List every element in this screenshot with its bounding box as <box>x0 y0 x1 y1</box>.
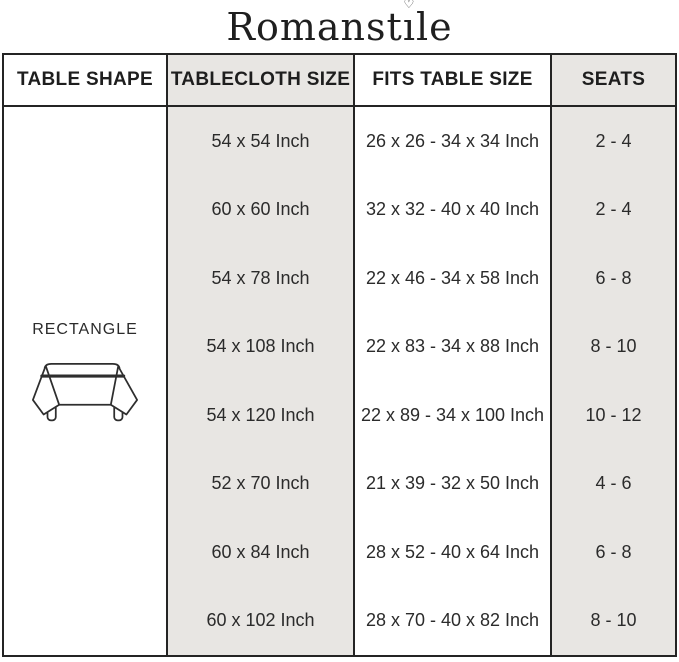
shape-label: RECTANGLE <box>32 321 138 338</box>
brand-logo-dotless-i: ı <box>402 4 416 49</box>
header-seats: SEATS <box>552 55 675 107</box>
brand-logo: Romanst ı ♡ le <box>0 0 679 53</box>
tablecloth-size-cell: 60 x 84 Inch <box>211 541 310 562</box>
fits-table-size-cell: 32 x 32 - 40 x 40 Inch <box>365 199 540 220</box>
tablecloth-size-cell: 52 x 70 Inch <box>211 473 310 494</box>
header-table-shape: TABLE SHAPE <box>4 55 166 107</box>
fits-table-size-cell: 22 x 46 - 34 x 58 Inch <box>365 267 540 288</box>
fits-table-size-cell: 28 x 52 - 40 x 64 Inch <box>365 541 540 562</box>
tablecloth-size-body: 54 x 54 Inch 60 x 60 Inch 54 x 78 Inch 5… <box>168 107 353 655</box>
rectangle-tablecloth-icon <box>32 363 138 422</box>
fits-table-size-cell: 26 x 26 - 34 x 34 Inch <box>365 130 540 151</box>
fits-table-size-cell: 22 x 89 - 34 x 100 Inch <box>360 404 545 425</box>
column-tablecloth-size: TABLECLOTH SIZE 54 x 54 Inch 60 x 60 Inc… <box>168 55 355 655</box>
heart-icon: ♡ <box>403 0 416 11</box>
tablecloth-size-cell: 54 x 108 Inch <box>206 336 315 357</box>
header-fits-table-size: FITS TABLE SIZE <box>355 55 550 107</box>
seats-cell: 8 - 10 <box>590 336 637 357</box>
brand-logo-text-right: le <box>415 4 453 49</box>
tablecloth-size-cell: 54 x 54 Inch <box>211 130 310 151</box>
tablecloth-size-cell: 60 x 60 Inch <box>211 199 310 220</box>
fits-table-size-body: 26 x 26 - 34 x 34 Inch 32 x 32 - 40 x 40… <box>355 107 550 655</box>
tablecloth-size-cell: 54 x 120 Inch <box>206 404 315 425</box>
fits-table-size-cell: 22 x 83 - 34 x 88 Inch <box>365 336 540 357</box>
fits-table-size-cell: 28 x 70 - 40 x 82 Inch <box>365 610 540 631</box>
size-chart-table: TABLE SHAPE RECTANGLE TABLECLOTH SIZE 54… <box>2 53 677 657</box>
tablecloth-size-cell: 54 x 78 Inch <box>211 267 310 288</box>
fits-table-size-cell: 21 x 39 - 32 x 50 Inch <box>365 473 540 494</box>
tablecloth-size-cell: 60 x 102 Inch <box>206 610 315 631</box>
table-shape-cell: RECTANGLE <box>4 107 166 655</box>
seats-body: 2 - 4 2 - 4 6 - 8 8 - 10 10 - 12 4 - 6 6… <box>552 107 675 655</box>
column-table-shape: TABLE SHAPE RECTANGLE <box>4 55 168 655</box>
brand-logo-text-left: Romanst <box>226 4 403 49</box>
seats-cell: 6 - 8 <box>595 541 632 562</box>
column-fits-table-size: FITS TABLE SIZE 26 x 26 - 34 x 34 Inch 3… <box>355 55 552 655</box>
seats-cell: 6 - 8 <box>595 267 632 288</box>
seats-cell: 4 - 6 <box>595 473 632 494</box>
seats-cell: 2 - 4 <box>595 199 632 220</box>
column-seats: SEATS 2 - 4 2 - 4 6 - 8 8 - 10 10 - 12 4… <box>552 55 675 655</box>
brand-logo-heart-i: ı ♡ <box>402 0 416 49</box>
header-tablecloth-size: TABLECLOTH SIZE <box>168 55 353 107</box>
seats-cell: 2 - 4 <box>595 130 632 151</box>
seats-cell: 8 - 10 <box>590 610 637 631</box>
seats-cell: 10 - 12 <box>585 404 642 425</box>
